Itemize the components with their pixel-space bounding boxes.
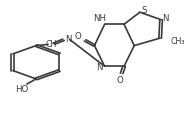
Text: O: O [116, 75, 123, 84]
Text: NH: NH [93, 14, 106, 22]
Text: N: N [162, 14, 168, 22]
Text: N: N [96, 62, 103, 71]
Text: N: N [65, 35, 71, 44]
Text: S: S [141, 5, 147, 14]
Text: CH₃: CH₃ [170, 37, 185, 46]
Text: CH: CH [45, 39, 57, 48]
Text: O: O [75, 32, 82, 41]
Text: HO: HO [15, 84, 28, 93]
